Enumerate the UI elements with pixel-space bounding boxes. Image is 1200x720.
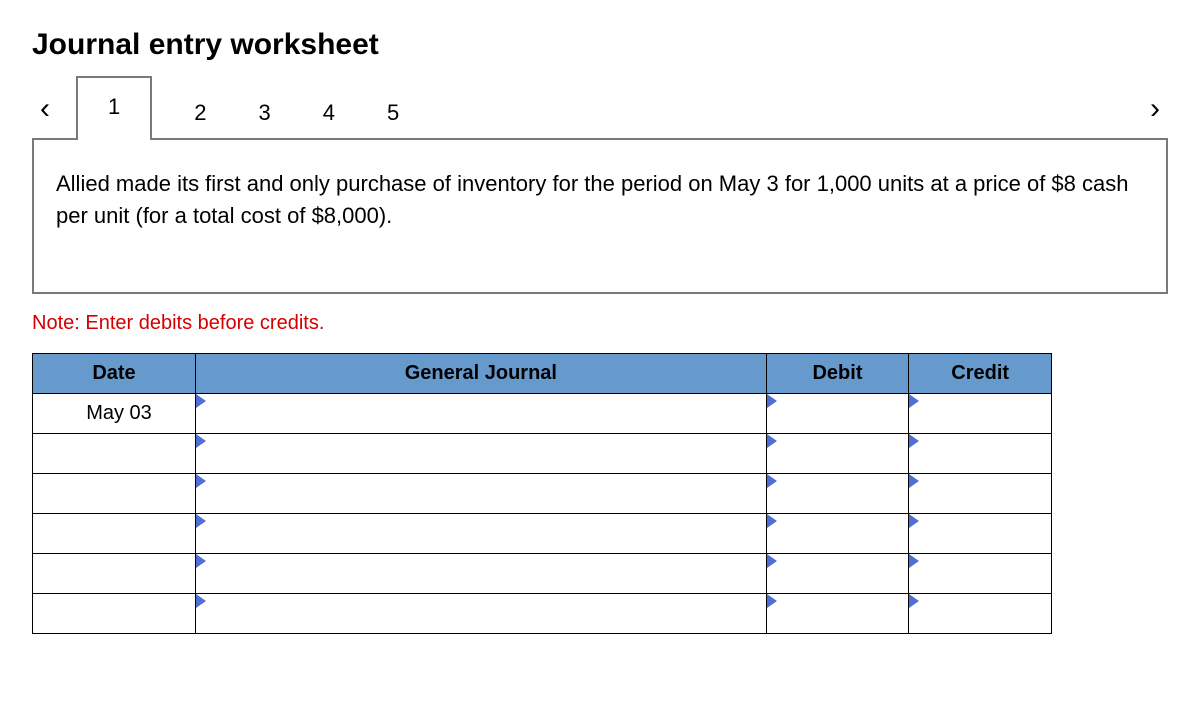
dropdown-icon — [909, 394, 919, 408]
chevron-right-icon[interactable]: › — [1142, 94, 1168, 124]
date-cell[interactable] — [33, 553, 196, 593]
general-journal-cell[interactable] — [196, 553, 767, 593]
table-row: May 03 — [33, 393, 1052, 433]
dropdown-icon — [767, 394, 777, 408]
credit-cell[interactable] — [909, 473, 1052, 513]
tab-3[interactable]: 3 — [249, 88, 281, 138]
credit-cell[interactable] — [909, 593, 1052, 633]
debit-cell[interactable] — [766, 433, 909, 473]
journal-entry-table: Date General Journal Debit Credit May 03 — [32, 353, 1052, 634]
tab-4[interactable]: 4 — [313, 88, 345, 138]
col-header-debit: Debit — [766, 353, 909, 393]
dropdown-icon — [909, 514, 919, 528]
debit-cell[interactable] — [766, 513, 909, 553]
general-journal-cell[interactable] — [196, 513, 767, 553]
table-row — [33, 593, 1052, 633]
dropdown-icon — [909, 554, 919, 568]
table-row — [33, 513, 1052, 553]
dropdown-icon — [909, 474, 919, 488]
general-journal-cell[interactable] — [196, 393, 767, 433]
page-title: Journal entry worksheet — [32, 28, 1168, 62]
dropdown-icon — [909, 434, 919, 448]
debit-cell[interactable] — [766, 553, 909, 593]
dropdown-icon — [767, 514, 777, 528]
table-row — [33, 553, 1052, 593]
debit-cell[interactable] — [766, 593, 909, 633]
tab-1[interactable]: 1 — [76, 76, 152, 140]
table-row — [33, 433, 1052, 473]
chevron-left-icon[interactable]: ‹ — [32, 94, 58, 124]
dropdown-icon — [196, 394, 206, 408]
date-cell[interactable] — [33, 513, 196, 553]
col-header-general-journal: General Journal — [196, 353, 767, 393]
dropdown-icon — [196, 434, 206, 448]
credit-cell[interactable] — [909, 513, 1052, 553]
dropdown-icon — [196, 594, 206, 608]
general-journal-cell[interactable] — [196, 473, 767, 513]
debit-cell[interactable] — [766, 473, 909, 513]
debit-cell[interactable] — [766, 393, 909, 433]
tab-2[interactable]: 2 — [184, 88, 216, 138]
date-cell[interactable] — [33, 433, 196, 473]
dropdown-icon — [767, 434, 777, 448]
dropdown-icon — [196, 514, 206, 528]
date-cell[interactable]: May 03 — [33, 393, 196, 433]
dropdown-icon — [767, 554, 777, 568]
tab-nav-row: ‹ 1 2 3 4 5 › — [32, 80, 1168, 138]
credit-cell[interactable] — [909, 393, 1052, 433]
tab-5[interactable]: 5 — [377, 88, 409, 138]
transaction-description: Allied made its first and only purchase … — [32, 138, 1168, 294]
dropdown-icon — [767, 474, 777, 488]
tab-list: 1 2 3 4 5 — [76, 80, 409, 138]
date-cell[interactable] — [33, 593, 196, 633]
date-cell[interactable] — [33, 473, 196, 513]
date-value: May 03 — [33, 394, 195, 432]
table-header-row: Date General Journal Debit Credit — [33, 353, 1052, 393]
credit-cell[interactable] — [909, 553, 1052, 593]
dropdown-icon — [767, 594, 777, 608]
dropdown-icon — [909, 594, 919, 608]
credit-cell[interactable] — [909, 433, 1052, 473]
general-journal-cell[interactable] — [196, 433, 767, 473]
col-header-credit: Credit — [909, 353, 1052, 393]
dropdown-icon — [196, 474, 206, 488]
table-row — [33, 473, 1052, 513]
dropdown-icon — [196, 554, 206, 568]
debits-before-credits-note: Note: Enter debits before credits. — [32, 312, 1168, 335]
general-journal-cell[interactable] — [196, 593, 767, 633]
col-header-date: Date — [33, 353, 196, 393]
